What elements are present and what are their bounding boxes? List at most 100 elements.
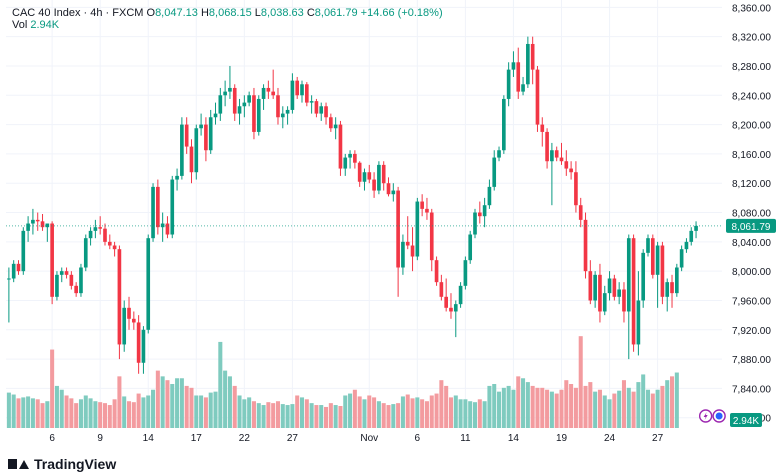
volume-bar [578,336,583,428]
candle-body [497,150,501,158]
candle-body [487,186,492,206]
candle-body [276,95,280,118]
low-value: 8,038.63 [260,7,304,19]
volume-bar [266,402,271,428]
candle-body [285,109,290,114]
volume-bar [626,387,631,428]
volume-bar [261,405,266,428]
candle-body [578,205,583,220]
candle-body [626,238,631,312]
volume-bar [199,395,204,428]
candle-body [141,329,146,363]
volume-bar [655,389,660,428]
candle-body [391,190,396,195]
y-tick-label: 8,320.00 [732,33,771,44]
candle-body [117,249,122,345]
close-label: C [306,7,315,19]
volume-bar [593,391,598,428]
volume-bar [59,389,64,428]
y-tick-label: 8,280.00 [732,62,771,73]
candle-body [50,223,54,297]
candle-body [679,249,684,268]
tradingview-logo[interactable]: TradingView [8,456,116,472]
candle-body [439,282,444,297]
volume-bar [597,389,602,428]
volume-bar [88,398,93,428]
candle-body [146,238,151,330]
volume-bar [670,376,675,428]
candle-body [151,186,155,239]
volume-bar [497,391,502,428]
volume-bar [112,399,117,428]
candle-body [261,87,266,99]
volume-bar [559,389,564,428]
candle-body [180,124,184,176]
y-tick-label: 7,880.00 [732,355,771,366]
volume-bar [155,370,160,428]
volume-bar [424,401,429,428]
x-tick-label: 11 [460,433,471,444]
volume-bar [165,380,170,428]
volume-bar [11,394,16,428]
candle-body [636,300,641,345]
last-volume-badge [730,413,762,427]
volume-bar [227,376,232,428]
volume-bar [468,401,473,428]
candle-body [64,271,69,275]
candle-body [21,230,26,272]
volume-bar [516,376,521,428]
candle-body [107,241,112,246]
candle-body [112,245,117,250]
volume-bar [641,374,646,428]
candle-body [319,106,324,114]
y-tick-label: 8,000.00 [732,267,771,278]
candle-body [256,98,261,132]
x-tick-label: 19 [556,433,568,444]
volume-bar [93,401,98,428]
y-tick-label: 8,040.00 [732,238,771,249]
volume-bar [569,384,574,428]
volume-bar [645,389,651,428]
y-tick-label: 8,160.00 [732,150,771,161]
x-tick-label: 24 [604,433,616,444]
candle-body [199,124,203,129]
candle-body [689,230,694,242]
volume-bar [448,397,453,428]
candle-body [569,168,573,173]
candle-body [242,102,247,107]
volume-bar [545,389,550,428]
candle-body [564,161,569,169]
candle-body [386,183,391,195]
candle-body [184,124,189,147]
candle-body [622,289,626,312]
candle-body [650,238,655,275]
candle-body [598,274,602,312]
volume-bar [21,397,26,428]
candle-body [204,124,208,151]
candle-body [530,43,535,70]
volume-bar [213,391,218,428]
candle-body [492,157,497,187]
candle-body [271,91,276,96]
earnings-dot-icon [715,412,723,420]
candle-body [477,212,482,217]
volume-bar [612,393,617,428]
candle-body [602,293,607,312]
candle-body [434,260,439,283]
volume-bar [396,403,401,428]
y-tick-label: 7,840.00 [732,384,771,395]
volume-bar [74,403,79,428]
volume-bar [64,395,69,428]
symbol-title: CAC 40 Index · 4h · FXCM [12,7,144,19]
volume-bar [78,399,83,428]
candle-body [415,201,420,257]
candle-body [35,219,40,222]
volume-bar [583,385,588,428]
candle-body [338,124,343,169]
vol-label: Vol [12,19,28,31]
volume-bar [530,385,535,428]
candle-body [526,43,530,85]
candle-body [372,179,376,191]
volume-bar [338,406,343,428]
close-value: 8,061.79 [314,7,358,19]
